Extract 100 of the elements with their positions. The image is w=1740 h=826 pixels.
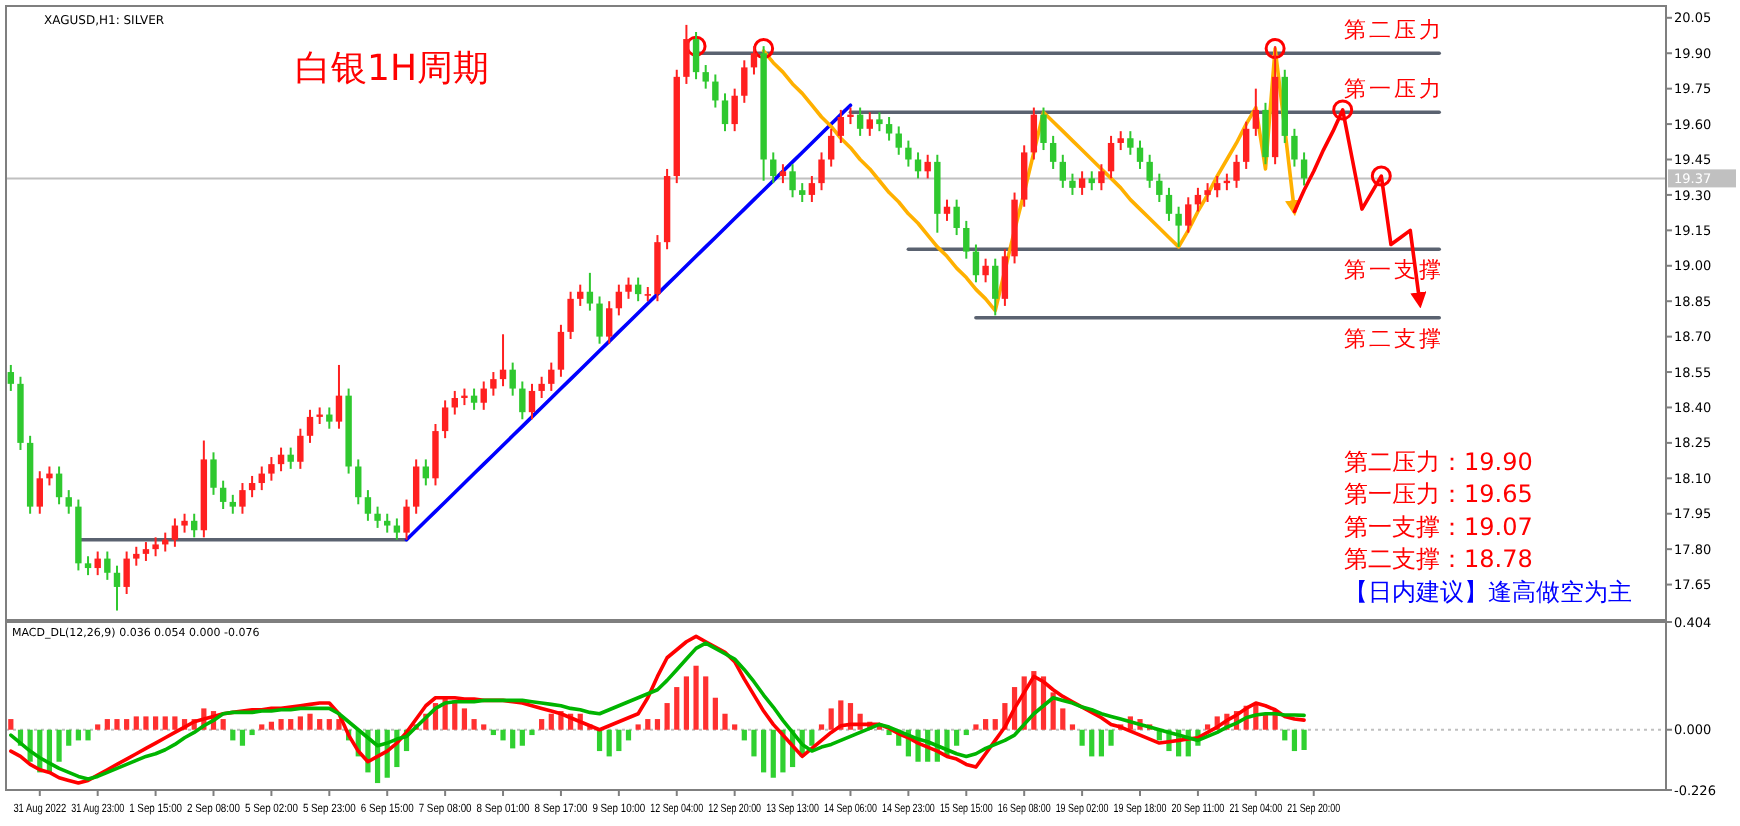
candlestick	[65, 489, 72, 515]
candlestick	[46, 465, 53, 487]
candlestick	[412, 458, 420, 515]
candlestick	[1107, 134, 1115, 180]
candlestick	[1049, 134, 1057, 170]
bar	[1282, 729, 1288, 741]
candlestick	[509, 361, 516, 397]
candlestick	[306, 408, 314, 444]
candlestick	[1098, 163, 1105, 192]
candlestick	[1233, 153, 1240, 189]
bar	[973, 724, 979, 730]
bar	[674, 687, 680, 730]
bar	[1108, 729, 1114, 746]
candlestick	[152, 536, 159, 558]
candlestick	[1088, 170, 1095, 192]
candlestick	[866, 111, 873, 137]
candlestick	[258, 465, 265, 492]
candlestick	[499, 333, 507, 388]
candlestick	[1021, 144, 1028, 208]
candlestick	[1078, 170, 1086, 196]
candlestick	[36, 470, 43, 515]
candlestick	[1156, 172, 1163, 204]
bar	[8, 719, 14, 730]
text: 白银1H周期	[295, 48, 489, 90]
candlestick	[905, 139, 912, 168]
candlestick	[374, 505, 381, 529]
bar	[548, 713, 554, 730]
candlestick	[808, 175, 816, 204]
candlestick	[181, 512, 188, 534]
bar	[500, 729, 506, 741]
point	[1332, 99, 1354, 121]
candlestick	[1242, 120, 1250, 170]
bar	[625, 729, 632, 741]
candlestick	[326, 406, 333, 430]
bar	[693, 665, 699, 730]
point	[1264, 38, 1286, 60]
bar	[1069, 724, 1076, 730]
candlestick	[615, 283, 623, 317]
candlestick	[441, 399, 449, 440]
candlestick	[577, 283, 584, 307]
candlestick	[229, 493, 236, 515]
bar	[307, 713, 313, 730]
candlestick	[393, 517, 401, 541]
candlestick	[84, 555, 92, 577]
candlestick	[1194, 186, 1202, 213]
candlestick	[924, 153, 931, 180]
candlestick	[683, 23, 690, 85]
candlestick	[355, 458, 362, 506]
bar	[66, 729, 72, 746]
bar	[809, 729, 815, 746]
candlestick	[972, 243, 980, 284]
candlestick	[963, 219, 970, 260]
candlestick	[538, 375, 545, 400]
annotation: 第一支撑：19.07	[1344, 512, 1533, 541]
bar	[162, 716, 168, 730]
candlestick	[596, 295, 603, 345]
candlestick	[113, 564, 121, 612]
candlestick	[1117, 130, 1124, 152]
bar	[471, 719, 477, 730]
candlestick	[239, 482, 246, 515]
candlestick	[364, 489, 372, 522]
candlestick	[837, 108, 845, 144]
candlestick	[287, 446, 294, 470]
bar	[143, 716, 149, 730]
bar	[982, 719, 989, 730]
candlestick	[470, 387, 478, 411]
bar	[722, 713, 728, 730]
bar	[732, 724, 738, 730]
candlestick	[297, 427, 304, 470]
bar	[954, 729, 960, 746]
bar	[1089, 729, 1095, 757]
candlestick	[799, 182, 806, 204]
bar	[703, 676, 709, 730]
bar	[770, 729, 776, 778]
bar	[481, 724, 487, 730]
candlestick	[1262, 101, 1269, 166]
bar	[1098, 729, 1105, 757]
candlestick	[741, 59, 748, 104]
bar	[683, 676, 690, 730]
bar	[529, 729, 535, 736]
candlestick	[133, 545, 140, 567]
bar	[172, 716, 178, 730]
candlestick	[219, 479, 227, 511]
bar	[510, 729, 516, 749]
bar	[230, 729, 236, 741]
bar	[1204, 724, 1211, 730]
bar	[828, 708, 834, 730]
candlestick	[1069, 172, 1076, 196]
bar	[664, 703, 670, 730]
annotation: 第一压力：19.65	[1344, 480, 1533, 509]
bar	[751, 729, 757, 757]
candlestick	[1185, 196, 1192, 234]
bar	[95, 724, 101, 730]
bar	[992, 719, 998, 730]
bar	[317, 719, 323, 730]
candlestick	[953, 198, 960, 237]
candlestick	[123, 550, 130, 596]
bar	[654, 719, 661, 730]
candlestick	[403, 498, 410, 541]
candlestick	[779, 163, 787, 185]
